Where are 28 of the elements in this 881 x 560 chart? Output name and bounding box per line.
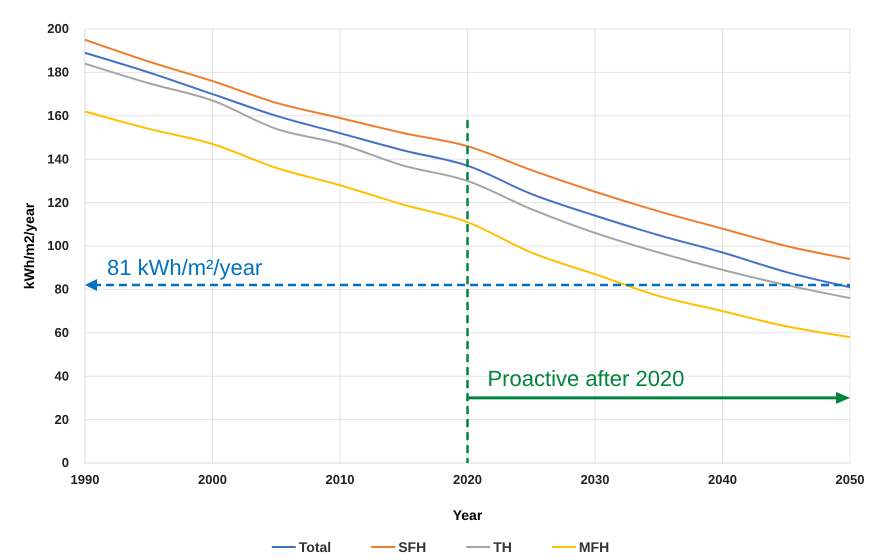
x-tick-label: 1990	[70, 472, 100, 488]
x-tick-label: 2040	[708, 472, 737, 488]
x-tick-label: 2020	[453, 472, 482, 488]
legend-label: MFH	[578, 539, 610, 555]
legend-label: Total	[298, 539, 332, 555]
line-series	[84, 110, 851, 338]
y-axis-title: kWh/m2/year	[21, 202, 37, 290]
line-series	[84, 38, 851, 260]
y-tick-label: 0	[62, 455, 69, 470]
x-axis-title: Year	[452, 507, 483, 523]
x-tick-label: 2050	[836, 472, 864, 488]
y-tick-label: 160	[47, 108, 69, 123]
y-tick-label: 20	[54, 412, 69, 427]
y-tick-label: 40	[54, 368, 69, 384]
y-tick-label: 100	[47, 238, 69, 254]
x-tick-label: 2030	[580, 472, 610, 488]
y-tick-label: 120	[47, 194, 69, 210]
legend-label: TH	[493, 539, 512, 555]
x-tick-label: 2000	[198, 472, 227, 488]
annotation: Proactive after 2020	[488, 366, 684, 391]
ref-line-label: 81 kWh/m²/year	[107, 255, 262, 280]
y-tick-label: 80	[54, 282, 69, 297]
legend-label: SFH	[398, 539, 426, 555]
y-tick-label: 140	[47, 151, 69, 166]
y-tick-label: 180	[47, 64, 69, 80]
y-tick-label: 200	[47, 21, 69, 36]
x-tick-label: 2010	[326, 472, 354, 488]
y-tick-label: 60	[54, 324, 69, 340]
